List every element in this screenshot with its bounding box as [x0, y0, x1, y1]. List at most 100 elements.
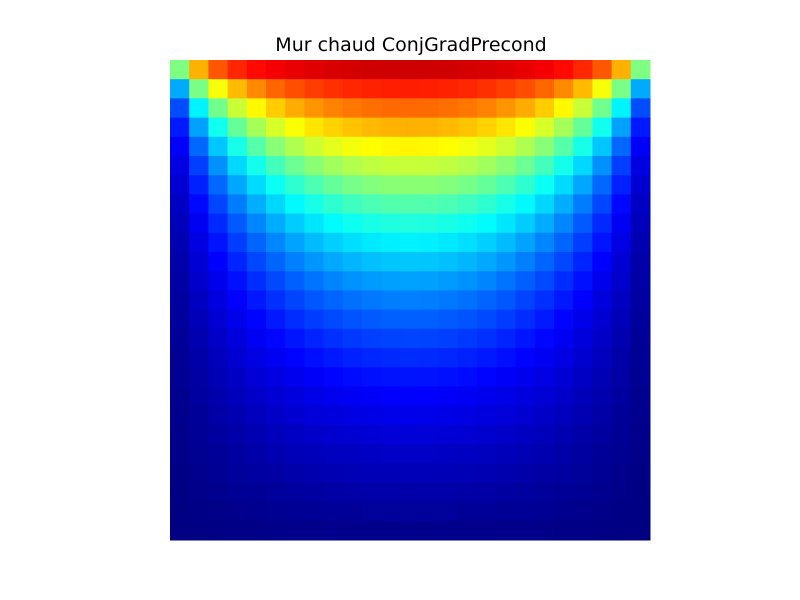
heatmap-cell	[611, 136, 632, 157]
heatmap-cell	[611, 252, 632, 272]
heatmap-cell	[515, 501, 536, 522]
heatmap-cell	[534, 501, 555, 522]
heatmap-cell	[227, 290, 248, 311]
heatmap-cell	[592, 232, 613, 253]
heatmap-cell	[554, 309, 574, 330]
heatmap-cell	[400, 156, 421, 176]
heatmap-cell	[458, 194, 478, 215]
heatmap-cell	[438, 386, 459, 407]
heatmap-cell	[266, 156, 286, 176]
heatmap-cell	[208, 213, 229, 234]
heatmap-cell	[630, 405, 651, 426]
heatmap-cell	[438, 463, 459, 483]
heatmap-cell	[573, 405, 593, 426]
heatmap-cell	[573, 386, 593, 407]
heatmap-cell	[496, 194, 517, 215]
heatmap-cell	[266, 232, 286, 253]
heatmap-cell	[246, 424, 267, 445]
heatmap-cell	[362, 136, 382, 157]
heatmap-cell	[285, 328, 305, 349]
heatmap-cell	[554, 405, 574, 426]
heatmap-cell	[496, 232, 517, 253]
heatmap-cell	[266, 252, 286, 272]
heatmap-cell	[246, 79, 267, 99]
heatmap-cell	[458, 213, 478, 234]
heatmap-cell	[285, 194, 305, 215]
heatmap-cell	[342, 271, 363, 291]
heatmap-cell	[400, 194, 421, 215]
heatmap-cell	[611, 213, 632, 234]
heatmap-cell	[266, 175, 286, 195]
heatmap-cell	[342, 482, 363, 503]
heatmap-cell	[554, 520, 574, 541]
heatmap-cell	[592, 444, 613, 464]
heatmap-cell	[342, 386, 363, 407]
heatmap-cell	[246, 271, 267, 291]
heatmap-cell	[477, 175, 497, 195]
heatmap-cell	[170, 98, 190, 119]
heatmap-cell	[285, 117, 305, 138]
heatmap-cell	[458, 175, 478, 195]
heatmap-cell	[342, 405, 363, 426]
heatmap-cell	[419, 136, 440, 157]
heatmap-cell	[611, 348, 632, 368]
heatmap-cell	[400, 117, 421, 138]
heatmap-cell	[592, 309, 613, 330]
heatmap-cell	[170, 367, 190, 387]
heatmap-cell	[381, 482, 401, 503]
heatmap-cell	[170, 232, 190, 253]
heatmap-cell	[170, 271, 190, 291]
heatmap-cell	[246, 444, 267, 464]
heatmap-cell	[592, 117, 613, 138]
heatmap-cell	[400, 175, 421, 195]
heatmap-cell	[400, 271, 421, 291]
heatmap-cell	[554, 424, 574, 445]
heatmap-cell	[554, 386, 574, 407]
heatmap-cell	[630, 213, 651, 234]
heatmap-cell	[515, 252, 536, 272]
heatmap-cell	[611, 424, 632, 445]
heatmap-cell	[342, 175, 363, 195]
heatmap-cell	[592, 156, 613, 176]
heatmap-cell	[419, 194, 440, 215]
heatmap-cell	[323, 463, 344, 483]
heatmap-cell	[400, 290, 421, 311]
heatmap-cell	[496, 213, 517, 234]
heatmap-cell	[362, 194, 382, 215]
heatmap-cell	[285, 386, 305, 407]
heatmap-cell	[285, 156, 305, 176]
heatmap-cell	[438, 175, 459, 195]
heatmap-cell	[458, 424, 478, 445]
heatmap-cell	[496, 367, 517, 387]
heatmap-cell	[630, 520, 651, 541]
heatmap-cell	[534, 328, 555, 349]
heatmap-cell	[381, 79, 401, 99]
heatmap-cell	[458, 79, 478, 99]
heatmap-cell	[342, 463, 363, 483]
heatmap-cell	[496, 290, 517, 311]
heatmap-cell	[554, 194, 574, 215]
heatmap-cell	[246, 60, 267, 80]
heatmap-cell	[304, 232, 325, 253]
heatmap-cell	[496, 482, 517, 503]
heatmap-cell	[534, 79, 555, 99]
heatmap-cell	[189, 252, 209, 272]
heatmap-cell	[304, 367, 325, 387]
heatmap-cell	[592, 194, 613, 215]
heatmap-cell	[477, 482, 497, 503]
heatmap-cell	[304, 175, 325, 195]
heatmap-cell	[323, 175, 344, 195]
heatmap-cell	[246, 348, 267, 368]
heatmap-cell	[304, 252, 325, 272]
heatmap-cell	[419, 252, 440, 272]
heatmap-cell	[419, 175, 440, 195]
heatmap-cell	[362, 367, 382, 387]
heatmap-cell	[400, 232, 421, 253]
heatmap-cell	[496, 463, 517, 483]
heatmap-cell	[208, 424, 229, 445]
heatmap-cell	[208, 175, 229, 195]
heatmap-cell	[515, 156, 536, 176]
heatmap-cell	[592, 213, 613, 234]
heatmap-cell	[534, 194, 555, 215]
heatmap-cell	[611, 271, 632, 291]
